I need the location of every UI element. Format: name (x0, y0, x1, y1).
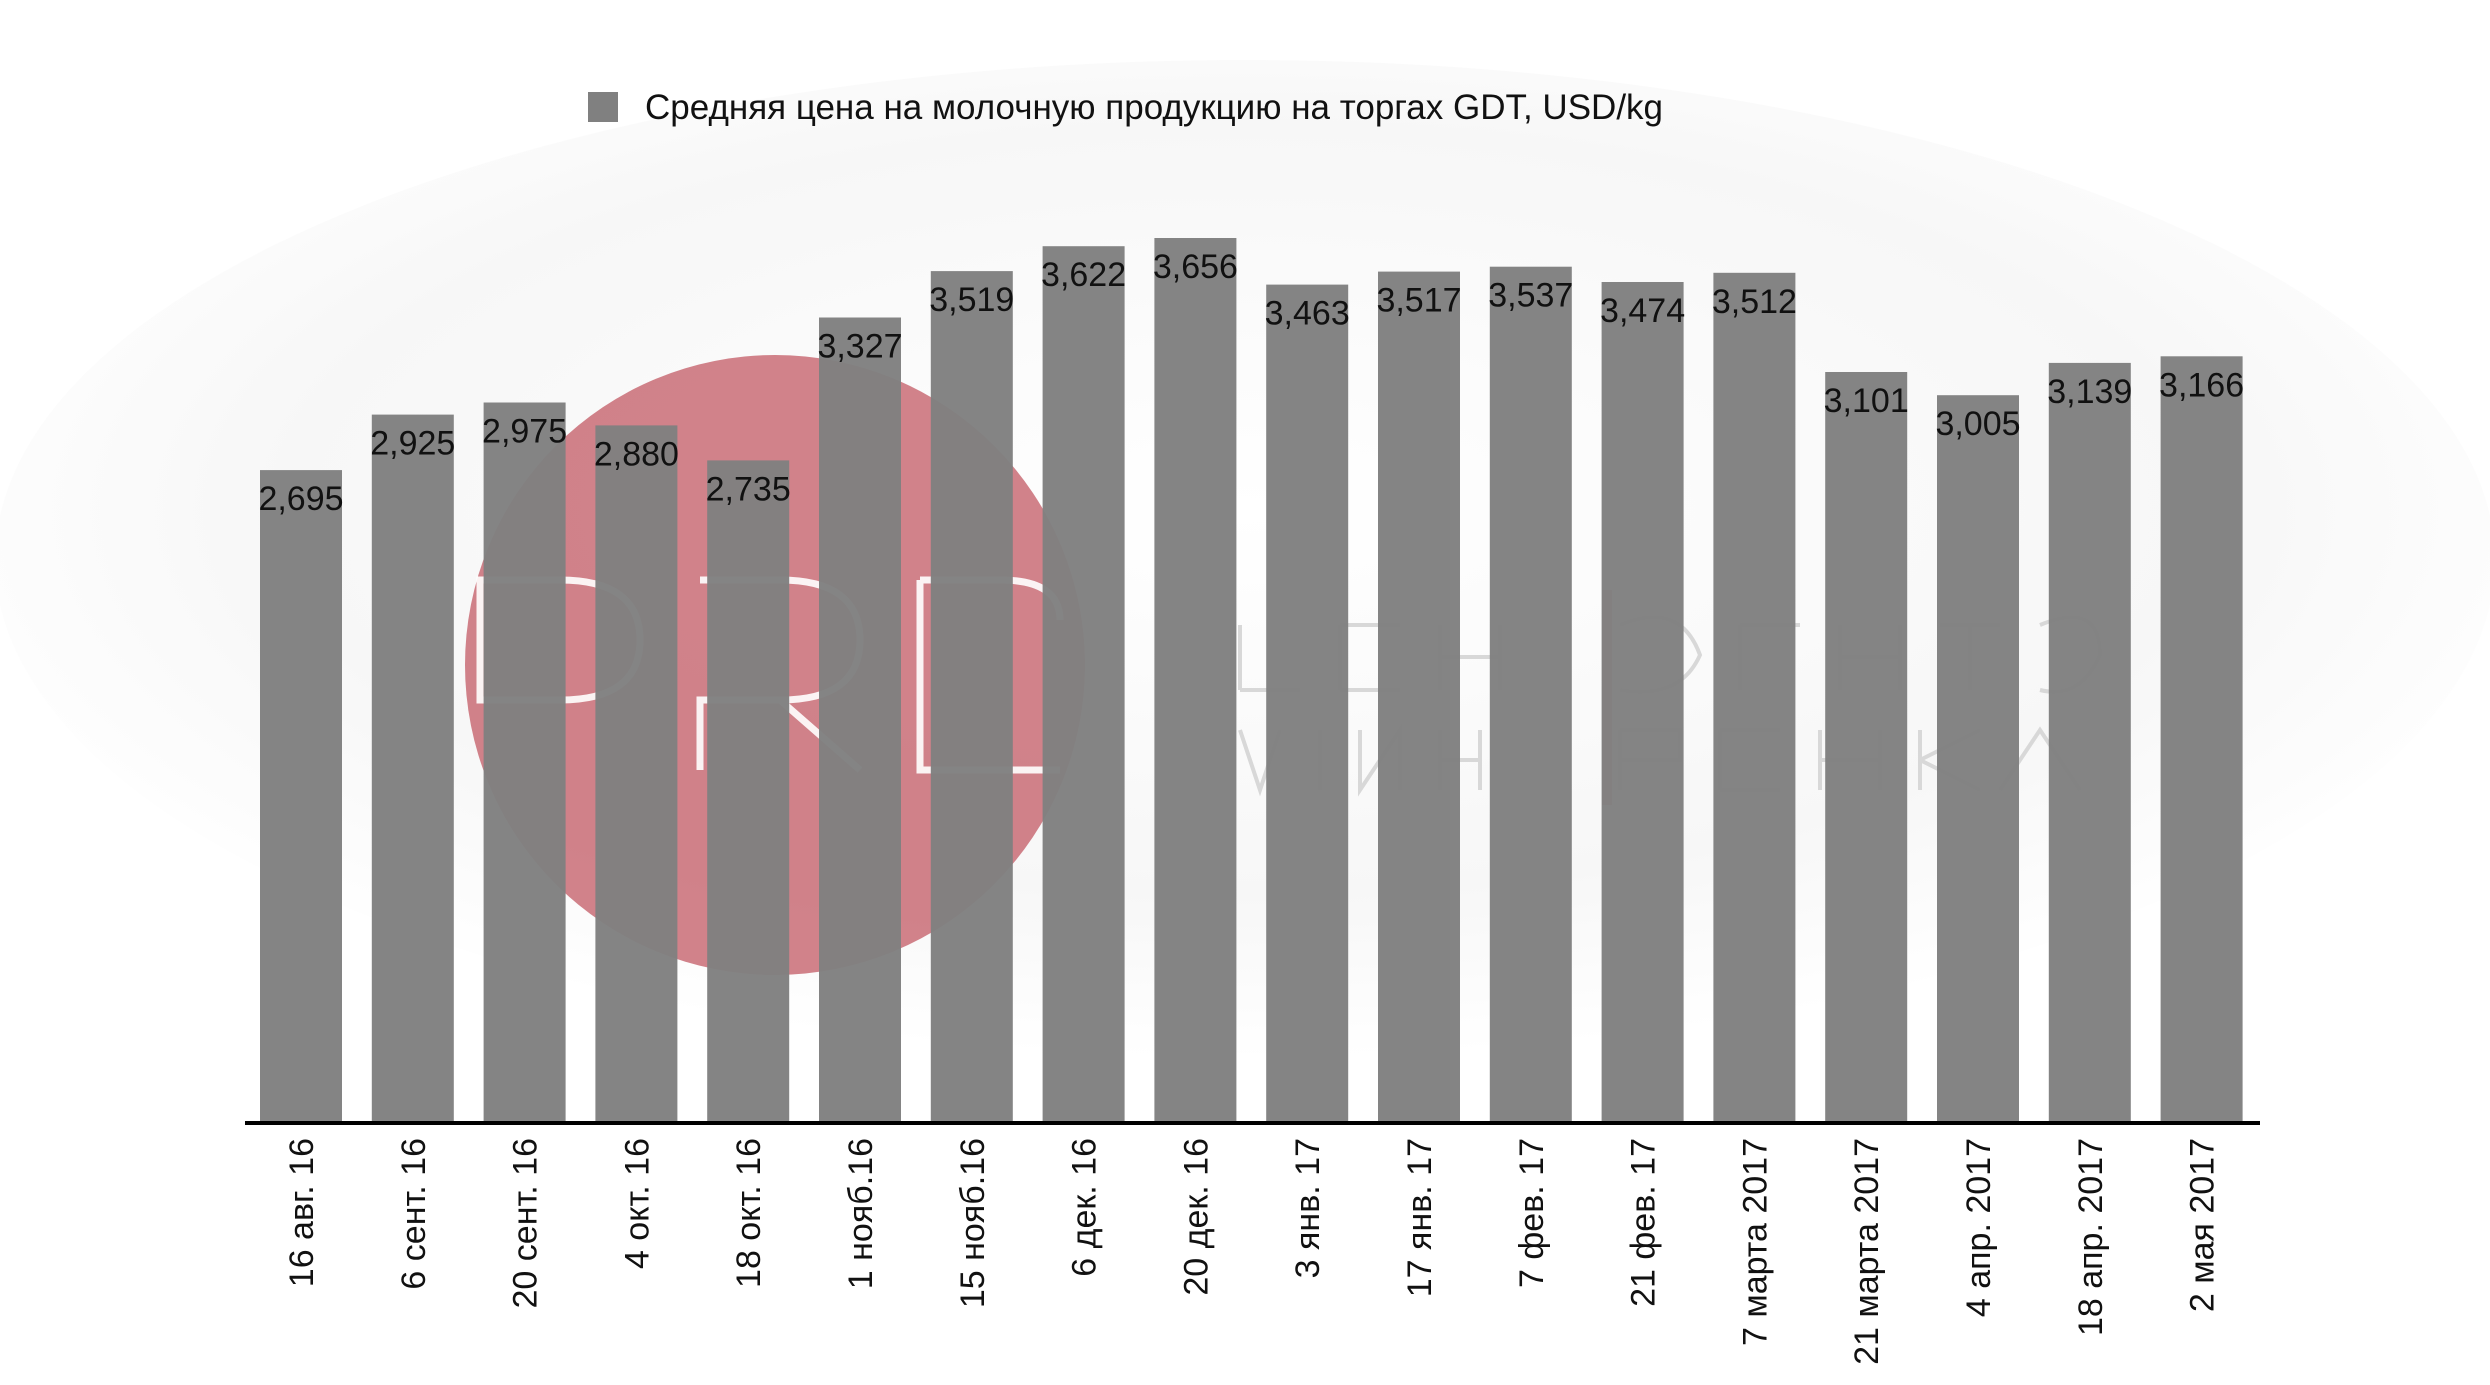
data-label: 3,327 (817, 328, 902, 366)
value-labels: 2,695 2,925 2,975 2,880 2,735 3,327 3,519 3,622… (258, 248, 2244, 518)
x-tick-label: 21 марта 2017 (1848, 1138, 1886, 1365)
data-label: 3,517 (1376, 282, 1461, 320)
data-label: 3,519 (929, 281, 1014, 319)
data-label: 2,925 (370, 425, 455, 463)
bar-series (260, 238, 2243, 1122)
bar (1937, 395, 2019, 1121)
bar (1713, 272, 1796, 1121)
bar (1266, 284, 1349, 1122)
bar (1825, 372, 1908, 1121)
data-label: 2,735 (706, 470, 791, 508)
category-labels: 16 авг. 16 6 сент. 16 20 сент. 16 4 окт. 16… (283, 1138, 2222, 1365)
x-tick-label: 6 дек. 16 (1066, 1138, 1104, 1277)
bar (819, 317, 901, 1121)
bar (1601, 282, 1684, 1121)
legend-swatch (588, 92, 618, 122)
x-tick-label: 18 окт. 16 (730, 1138, 768, 1288)
x-tick-label: 4 апр. 2017 (1960, 1138, 1998, 1317)
data-label: 3,101 (1824, 382, 1909, 420)
x-tick-label: 20 дек. 16 (1177, 1138, 1215, 1296)
x-tick-label: 4 окт. 16 (618, 1138, 656, 1269)
bar (260, 470, 342, 1122)
x-tick-label: 17 янв. 17 (1401, 1138, 1439, 1297)
bar (595, 425, 678, 1121)
data-label: 3,139 (2047, 373, 2132, 411)
data-label: 3,656 (1153, 248, 1238, 286)
x-tick-label: 7 марта 2017 (1736, 1138, 1774, 1346)
x-tick-label: 21 фев. 17 (1625, 1138, 1663, 1307)
x-tick-label: 1 нояб.16 (842, 1138, 880, 1289)
bar (930, 271, 1013, 1122)
x-tick-label: 16 авг. 16 (283, 1138, 321, 1287)
bar (2048, 362, 2131, 1121)
bar (371, 414, 454, 1122)
data-label: 3,005 (1935, 405, 2020, 443)
x-tick-label: 20 сент. 16 (507, 1138, 545, 1308)
bar (1378, 271, 1460, 1122)
x-tick-label: 18 апр. 2017 (2072, 1138, 2110, 1336)
bar (2160, 356, 2243, 1121)
data-label: 2,975 (482, 413, 567, 451)
legend: Средняя цена на молочную продукцию на то… (588, 88, 1663, 127)
bar (1042, 246, 1125, 1121)
data-label: 3,622 (1041, 256, 1126, 294)
x-tick-label: 2 мая 2017 (2184, 1138, 2222, 1312)
bar (1154, 238, 1237, 1121)
data-label: 2,880 (594, 435, 679, 473)
x-tick-label: 3 янв. 17 (1289, 1138, 1327, 1278)
data-label: 3,474 (1600, 292, 1685, 330)
data-label: 3,463 (1265, 295, 1350, 333)
bar (707, 460, 790, 1121)
data-label: 3,166 (2159, 366, 2244, 404)
bar (483, 402, 566, 1121)
data-label: 2,695 (258, 480, 343, 518)
x-tick-label: 15 нояб.16 (954, 1138, 992, 1308)
x-tick-label: 6 сент. 16 (395, 1138, 433, 1290)
x-tick-label: 7 фев. 17 (1513, 1138, 1551, 1288)
data-label: 3,512 (1712, 283, 1797, 321)
legend-label: Средняя цена на молочную продукцию на то… (645, 88, 1663, 127)
data-label: 3,537 (1488, 277, 1573, 315)
bar (1489, 266, 1572, 1121)
